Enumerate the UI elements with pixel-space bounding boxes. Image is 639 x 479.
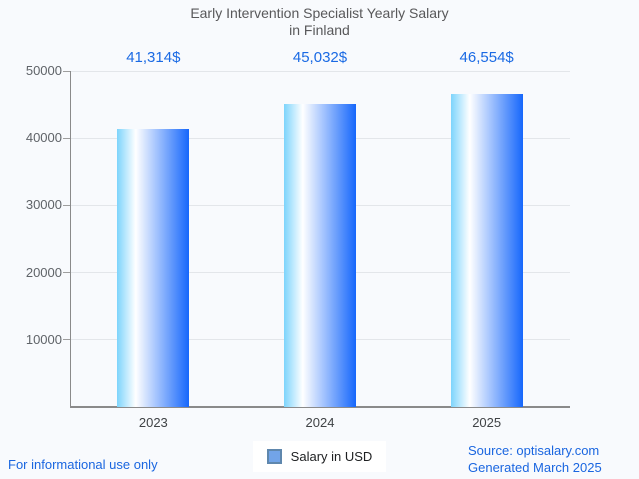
bar-value-label: 46,554$ <box>459 49 514 66</box>
y-tick-label: 20000 <box>25 264 62 280</box>
bar-value-label: 45,032$ <box>292 49 348 66</box>
x-tick-label: 2024 <box>305 415 335 430</box>
legend-marker-icon <box>266 449 282 464</box>
source-block: Source: optisalary.com Generated March 2… <box>468 442 602 476</box>
disclaimer-text: For informational use only <box>8 457 158 472</box>
y-tick-label: 40000 <box>25 130 62 146</box>
legend: Salary in USD <box>0 441 639 472</box>
chart-title-line1: Early Intervention Specialist Yearly Sal… <box>190 5 449 21</box>
generated-text: Generated March 2025 <box>468 460 602 475</box>
y-axis-tick <box>63 204 70 206</box>
chart-title: Early Intervention Specialist Yearly Sal… <box>0 5 639 39</box>
y-axis-tick <box>63 137 70 139</box>
y-axis-tick <box>63 272 70 274</box>
x-axis-baseline <box>70 406 570 408</box>
bar-value-label: 41,314$ <box>126 49 181 66</box>
y-tick-label: 50000 <box>25 63 62 78</box>
y-tick-label: 30000 <box>25 197 62 213</box>
chart-title-line2: in Finland <box>289 22 350 38</box>
legend-label: Salary in USD <box>290 449 373 464</box>
x-tick-label: 2023 <box>138 415 168 430</box>
y-axis-tick <box>63 339 70 341</box>
y-axis-line <box>70 71 71 407</box>
gridline <box>70 70 570 72</box>
y-axis-tick <box>63 70 70 72</box>
bar[interactable] <box>117 129 190 407</box>
x-tick-label: 2025 <box>472 415 502 430</box>
source-text: Source: optisalary.com <box>468 443 600 458</box>
legend-box[interactable]: Salary in USD <box>252 441 387 472</box>
bar[interactable] <box>284 104 356 407</box>
y-tick-label: 10000 <box>25 331 62 347</box>
bar[interactable] <box>450 94 523 407</box>
